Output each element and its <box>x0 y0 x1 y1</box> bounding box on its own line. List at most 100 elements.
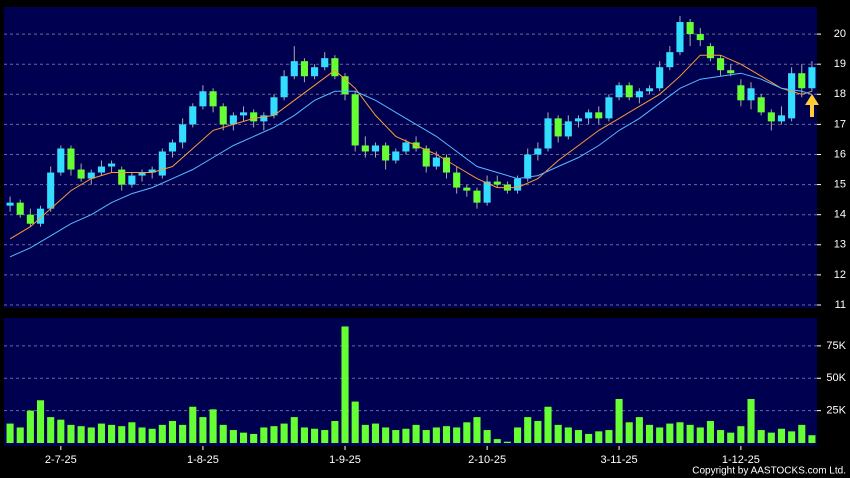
candle-body <box>158 151 166 176</box>
x-tick-label: 1-9-25 <box>329 454 361 466</box>
volume-bar <box>767 432 775 443</box>
candle-body <box>67 148 75 170</box>
y-tick-label: 19 <box>834 58 846 70</box>
candle-body <box>371 145 380 152</box>
candle-body <box>402 142 410 152</box>
volume-bar <box>645 424 654 443</box>
candle-body <box>422 148 430 167</box>
volume-bar <box>747 398 755 443</box>
candle-body <box>341 76 349 95</box>
candle-body <box>290 61 298 77</box>
candle-body <box>432 157 440 167</box>
candle-body <box>788 73 796 119</box>
volume-bar <box>321 430 329 443</box>
volume-bar <box>402 428 410 443</box>
volume-bar <box>270 426 278 443</box>
candle-body <box>321 58 329 68</box>
volume-bar <box>605 430 613 443</box>
y-tick-label: 50K <box>826 372 846 384</box>
volume-bar <box>595 431 603 443</box>
candle-body <box>138 172 146 176</box>
volume-bar <box>554 424 562 443</box>
volume-bar <box>290 417 298 443</box>
volume-bar <box>514 427 522 443</box>
candle-body <box>219 106 227 125</box>
volume-bar <box>16 427 24 443</box>
candle-body <box>483 181 491 203</box>
volume-bar <box>300 427 308 443</box>
volume-bar <box>706 420 714 443</box>
volume-bar <box>199 417 207 443</box>
volume-bar <box>717 430 725 443</box>
volume-bar <box>676 422 684 443</box>
y-tick-label: 14 <box>834 209 846 221</box>
candle-body <box>717 58 725 71</box>
candle-body <box>564 121 572 137</box>
volume-bar <box>138 427 146 443</box>
volume-bar <box>483 430 491 443</box>
candle-body <box>392 151 400 161</box>
volume-bar <box>168 420 177 443</box>
volume-bar <box>808 435 816 443</box>
candle-body <box>808 67 816 89</box>
copyright: Copyright by AASTOCKS.com Ltd. <box>692 466 846 477</box>
candle-body <box>777 115 786 122</box>
volume-bar <box>341 326 349 443</box>
candle-body <box>6 202 14 206</box>
volume-bar <box>503 441 511 443</box>
candle-body <box>676 22 684 53</box>
candle-body <box>229 115 237 125</box>
candle-body <box>128 175 136 185</box>
y-tick-label: 20 <box>834 28 846 40</box>
candle-body <box>87 172 95 179</box>
volume-bar <box>696 427 704 443</box>
candle-body <box>209 91 217 107</box>
volume-bar <box>666 423 674 443</box>
volume-bar <box>219 424 227 443</box>
candle-body <box>554 118 562 137</box>
candle-body <box>625 85 633 98</box>
volume-bar <box>118 426 126 443</box>
volume-bar <box>87 427 95 443</box>
volume-bar <box>798 424 806 443</box>
volume-bar <box>239 432 248 443</box>
candle-body <box>493 181 501 185</box>
volume-bar <box>564 427 572 443</box>
volume-bar <box>777 428 786 443</box>
candle-body <box>239 112 248 116</box>
candle-body <box>706 46 714 59</box>
candle-body <box>300 61 308 77</box>
y-tick-label: 17 <box>834 118 846 130</box>
volume-bar <box>97 423 105 443</box>
volume-bar <box>463 422 471 443</box>
volume-bar <box>6 423 14 443</box>
x-tick-label: 3-11-25 <box>601 454 638 466</box>
volume-bar <box>47 417 55 443</box>
candle-body <box>645 88 654 92</box>
volume-bar <box>493 439 501 443</box>
candle-body <box>77 169 85 179</box>
volume-bar <box>412 424 420 443</box>
candle-body <box>686 22 694 35</box>
volume-bar <box>544 406 552 443</box>
candle-body <box>463 187 471 191</box>
volume-bar <box>656 427 664 443</box>
volume-bar <box>453 427 461 443</box>
candle-body <box>727 70 735 74</box>
candle-body <box>189 106 197 125</box>
y-tick-label: 16 <box>834 148 846 160</box>
volume-bar <box>686 424 694 443</box>
volume-bar <box>727 432 735 443</box>
y-tick-label: 25K <box>826 405 846 417</box>
candle-body <box>656 67 664 89</box>
volume-bar <box>422 430 430 443</box>
volume-bar <box>524 417 532 443</box>
volume-bar <box>534 420 542 443</box>
y-tick-label: 12 <box>834 269 846 281</box>
candle-body <box>767 112 775 122</box>
candle-body <box>260 115 268 122</box>
volume-bar <box>392 430 400 443</box>
x-tick-label: 2-7-25 <box>45 454 77 466</box>
volume-bar <box>737 426 745 443</box>
